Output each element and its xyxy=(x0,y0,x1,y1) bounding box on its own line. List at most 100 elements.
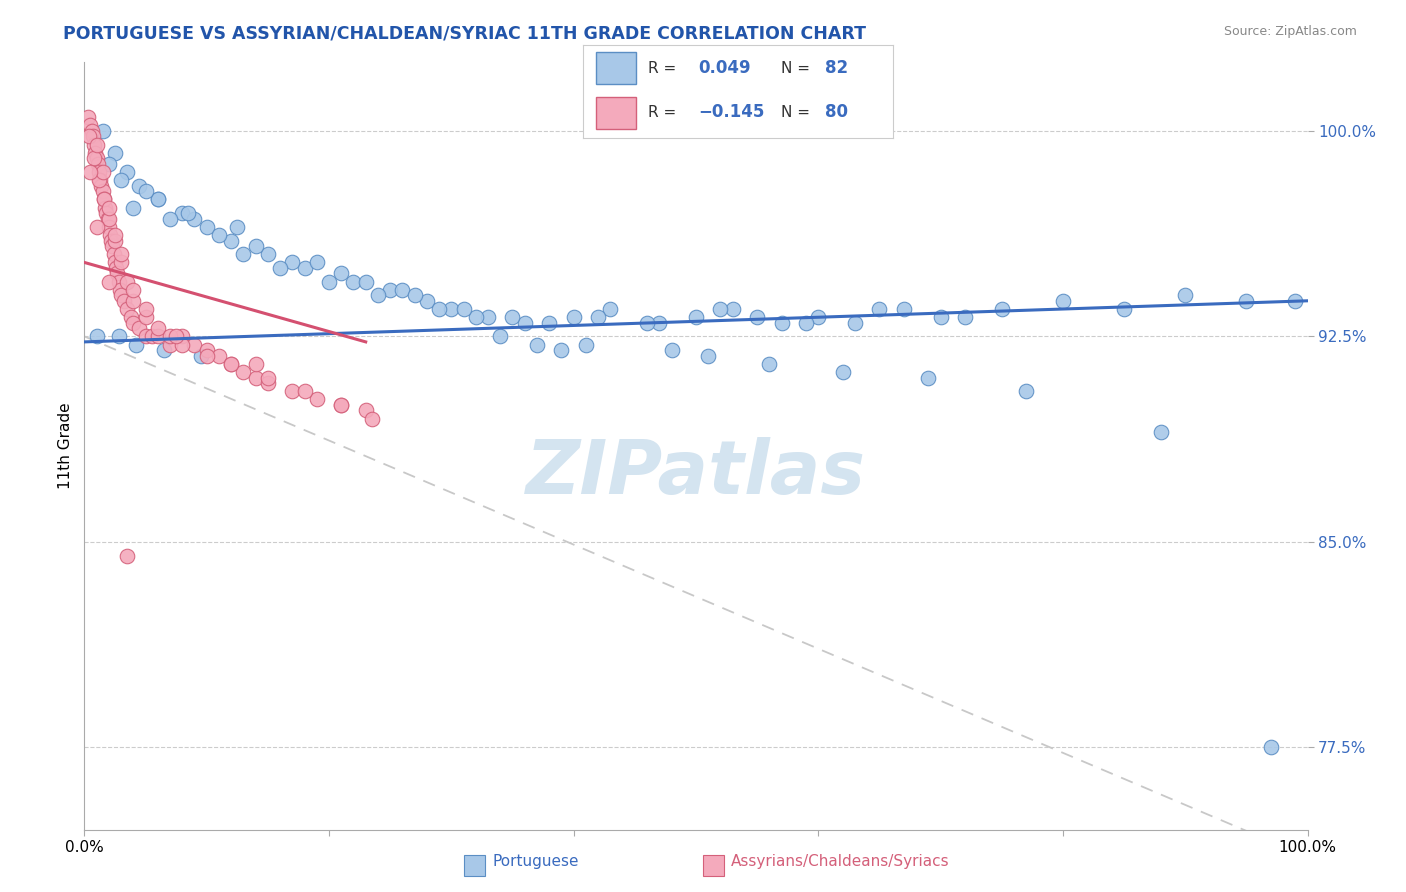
Point xyxy=(1260,740,1282,755)
Point xyxy=(245,239,267,253)
Point xyxy=(269,260,291,275)
Point xyxy=(318,275,340,289)
Point xyxy=(89,173,111,187)
Point xyxy=(464,310,486,325)
Text: 80: 80 xyxy=(825,103,848,121)
Point xyxy=(636,316,658,330)
Point xyxy=(112,293,135,308)
Point xyxy=(115,165,138,179)
Point xyxy=(770,316,793,330)
Point xyxy=(115,275,138,289)
Text: 0.049: 0.049 xyxy=(697,59,751,77)
Point xyxy=(208,349,231,363)
Point xyxy=(98,227,121,242)
Point xyxy=(97,211,120,226)
Point xyxy=(195,349,218,363)
Point xyxy=(953,310,976,325)
Point xyxy=(489,329,512,343)
Point xyxy=(869,301,891,316)
Point xyxy=(87,165,110,179)
Point xyxy=(404,288,426,302)
Point xyxy=(226,219,249,234)
Point xyxy=(83,137,105,152)
Point xyxy=(245,357,267,371)
Point xyxy=(513,316,536,330)
Point xyxy=(90,178,112,193)
Point xyxy=(330,267,353,281)
Point xyxy=(97,201,120,215)
Point xyxy=(105,260,128,275)
Point xyxy=(82,129,104,144)
Point xyxy=(172,329,194,343)
Point xyxy=(195,343,218,358)
Point xyxy=(330,398,353,412)
Point xyxy=(257,370,280,384)
Point xyxy=(104,234,127,248)
Point xyxy=(661,343,683,358)
Point xyxy=(195,219,218,234)
Point xyxy=(648,316,671,330)
Point xyxy=(110,255,132,269)
Point xyxy=(91,124,114,138)
Point xyxy=(80,124,103,138)
Point xyxy=(153,343,176,358)
Point xyxy=(257,247,280,261)
Point xyxy=(747,310,769,325)
Point xyxy=(108,283,131,297)
Bar xyxy=(596,97,636,129)
Point xyxy=(502,310,524,325)
Point xyxy=(257,376,280,390)
Point xyxy=(122,316,145,330)
Text: −0.145: −0.145 xyxy=(697,103,765,121)
Point xyxy=(77,129,100,144)
Point xyxy=(91,165,114,179)
Point xyxy=(110,173,132,187)
Point xyxy=(599,301,621,316)
Point xyxy=(101,239,124,253)
Point xyxy=(219,234,242,248)
Point xyxy=(79,165,101,179)
Point xyxy=(135,301,157,316)
Point xyxy=(586,310,609,325)
Point xyxy=(97,157,120,171)
Point xyxy=(330,398,353,412)
Point xyxy=(94,201,117,215)
Point xyxy=(1284,293,1306,308)
Point xyxy=(208,227,231,242)
Point xyxy=(104,255,127,269)
Point xyxy=(453,301,475,316)
Point xyxy=(146,193,169,207)
Point xyxy=(87,157,110,171)
Point xyxy=(146,193,169,207)
Point xyxy=(342,275,364,289)
Point xyxy=(103,247,125,261)
Point xyxy=(135,310,157,325)
Point xyxy=(165,329,187,343)
Point xyxy=(281,255,304,269)
Point xyxy=(115,549,138,563)
Point xyxy=(697,349,720,363)
Point xyxy=(232,365,254,379)
Point xyxy=(427,301,450,316)
Point xyxy=(1174,288,1197,302)
Text: N =: N = xyxy=(782,61,810,76)
Point xyxy=(844,316,866,330)
Point xyxy=(380,283,402,297)
Point xyxy=(141,329,163,343)
Point xyxy=(1236,293,1258,308)
Point xyxy=(100,234,122,248)
Point xyxy=(97,219,120,234)
Point xyxy=(190,349,212,363)
Point xyxy=(538,316,561,330)
Text: PORTUGUESE VS ASSYRIAN/CHALDEAN/SYRIAC 11TH GRADE CORRELATION CHART: PORTUGUESE VS ASSYRIAN/CHALDEAN/SYRIAC 1… xyxy=(63,25,866,43)
Point xyxy=(122,293,145,308)
Point xyxy=(1114,301,1136,316)
Point xyxy=(128,178,150,193)
Point xyxy=(550,343,572,358)
Point xyxy=(1052,293,1074,308)
Point xyxy=(917,370,939,384)
Point xyxy=(105,267,128,281)
Point xyxy=(183,211,205,226)
Point xyxy=(831,365,853,379)
Point xyxy=(83,151,105,165)
